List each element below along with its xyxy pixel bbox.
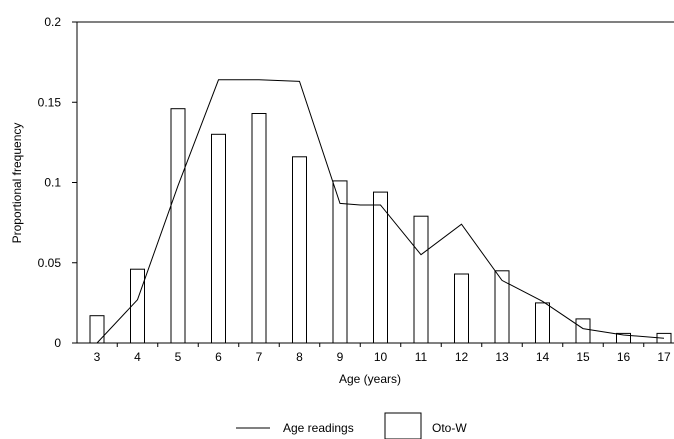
y-tick-label: 0 — [54, 336, 61, 350]
bar-10 — [373, 191, 388, 344]
x-axis-ticks: 3 4 5 6 7 8 9 10 11 12 13 14 15 16 17 — [94, 343, 671, 364]
x-tick-label: 7 — [256, 350, 263, 364]
bar-9 — [332, 180, 348, 344]
bar-6 — [211, 133, 226, 344]
x-tick-label: 8 — [296, 350, 303, 364]
x-tick-label: 12 — [455, 350, 469, 364]
x-tick-label: 4 — [134, 350, 141, 364]
bar-13 — [494, 270, 510, 344]
legend: Age readings Oto-W — [236, 412, 467, 439]
y-tick-label: 0.15 — [38, 95, 62, 109]
bar-7 — [251, 113, 267, 344]
x-tick-label: 10 — [374, 350, 388, 364]
x-tick-label: 5 — [175, 350, 182, 364]
y-tick-label: 0.2 — [44, 15, 61, 29]
line-series-age-readings — [96, 79, 665, 344]
legend-bar-swatch — [384, 412, 422, 439]
bar-series-oto-w — [89, 108, 672, 344]
x-tick-label: 3 — [94, 350, 101, 364]
bar-5 — [170, 108, 186, 344]
x-tick-label: 9 — [337, 350, 344, 364]
legend-label-oto-w: Oto-W — [432, 421, 467, 435]
x-tick-label: 13 — [495, 350, 509, 364]
bar-15 — [575, 318, 591, 344]
y-axis-ticks: 0 0.05 0.1 0.15 0.2 — [38, 15, 77, 350]
x-tick-label: 17 — [657, 350, 671, 364]
bar-3 — [89, 315, 105, 344]
bar-11 — [413, 215, 429, 344]
y-tick-label: 0.05 — [38, 256, 62, 270]
legend-label-age-readings: Age readings — [283, 421, 354, 435]
y-axis-label: Proportional frequency — [10, 123, 24, 244]
y-tick-label: 0.1 — [44, 176, 61, 190]
x-tick-label: 6 — [215, 350, 222, 364]
bar-8 — [292, 156, 307, 344]
bar-12 — [454, 273, 469, 344]
x-tick-label: 14 — [536, 350, 550, 364]
x-tick-label: 16 — [617, 350, 631, 364]
x-tick-label: 15 — [576, 350, 590, 364]
line-age-readings — [96, 79, 665, 344]
x-axis-label: Age (years) — [339, 372, 401, 386]
x-tick-label: 11 — [415, 350, 428, 364]
bar-4 — [130, 268, 145, 344]
bar-14 — [535, 302, 550, 344]
